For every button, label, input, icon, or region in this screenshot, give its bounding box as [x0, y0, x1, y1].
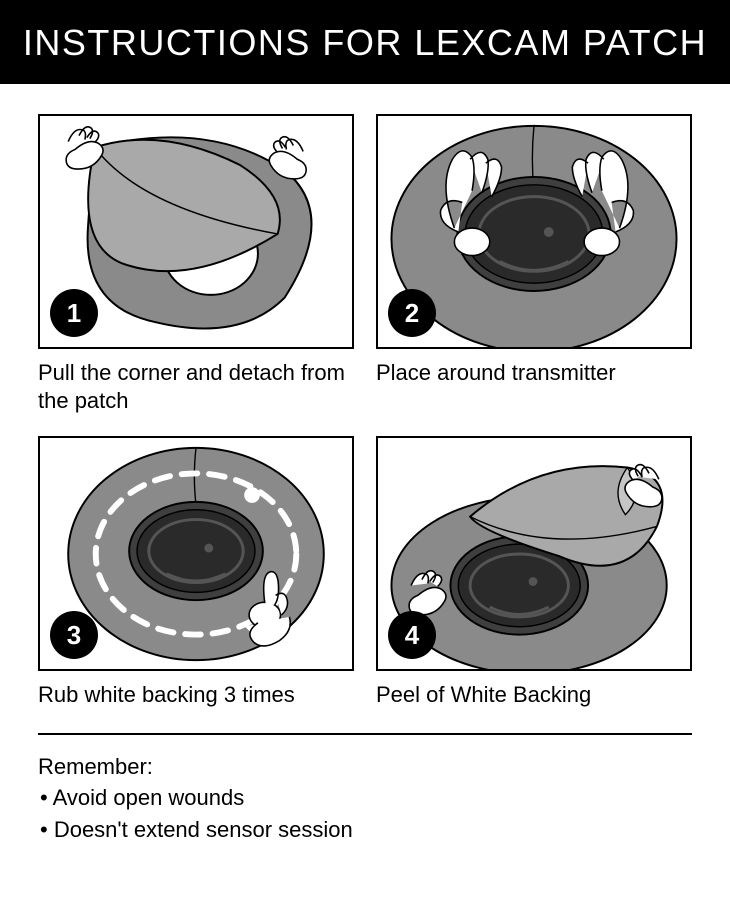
step-illustration-1: 1	[38, 114, 354, 349]
footer-notes: Remember: Avoid open wounds Doesn't exte…	[38, 733, 692, 847]
step-number-badge: 4	[388, 611, 436, 659]
step-panel-1: 1 Pull the corner and detach from the pa…	[38, 114, 354, 414]
step-illustration-2: 2	[376, 114, 692, 349]
footer-bullet-list: Avoid open wounds Doesn't extend sensor …	[38, 782, 692, 846]
footer-bullet: Doesn't extend sensor session	[40, 814, 692, 846]
step-illustration-4: 4	[376, 436, 692, 671]
step-panel-4: 4 Peel of White Backing	[376, 436, 692, 709]
step-number-badge: 3	[50, 611, 98, 659]
footer-heading: Remember:	[38, 751, 692, 783]
step-number-badge: 2	[388, 289, 436, 337]
page-title: INSTRUCTIONS FOR LEXCAM PATCH	[23, 22, 707, 63]
step-caption: Pull the corner and detach from the patc…	[38, 349, 354, 414]
step-illustration-3: 3	[38, 436, 354, 671]
step-number-badge: 1	[50, 289, 98, 337]
steps-grid: 1 Pull the corner and detach from the pa…	[0, 84, 730, 709]
header-bar: INSTRUCTIONS FOR LEXCAM PATCH	[0, 0, 730, 84]
step-panel-2: 2 Place around transmitter	[376, 114, 692, 414]
step-panel-3: 3 Rub white backing 3 times	[38, 436, 354, 709]
step-caption: Place around transmitter	[376, 349, 692, 387]
step-caption: Peel of White Backing	[376, 671, 692, 709]
step-caption: Rub white backing 3 times	[38, 671, 354, 709]
footer-bullet: Avoid open wounds	[40, 782, 692, 814]
